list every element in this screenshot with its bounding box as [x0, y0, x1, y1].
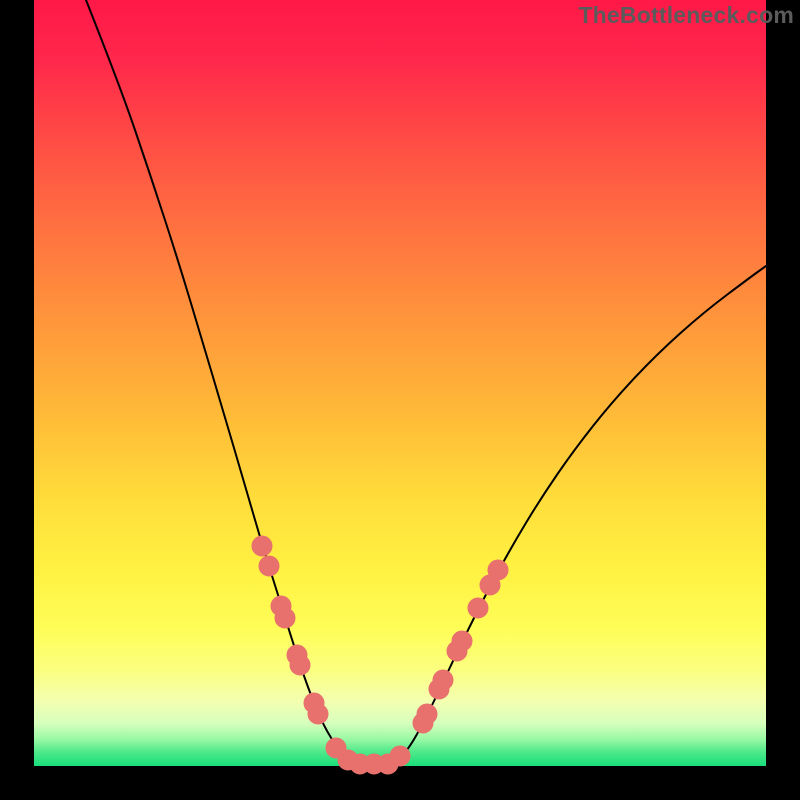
data-marker	[259, 556, 279, 576]
data-marker	[488, 560, 508, 580]
watermark-text: TheBottleneck.com	[578, 2, 794, 29]
border-left	[0, 0, 34, 800]
data-marker	[275, 608, 295, 628]
data-marker	[433, 670, 453, 690]
data-marker	[452, 631, 472, 651]
border-bottom	[0, 766, 800, 800]
data-marker	[417, 704, 437, 724]
data-marker	[252, 536, 272, 556]
border-right	[766, 0, 800, 800]
data-marker	[390, 746, 410, 766]
chart-container: TheBottleneck.com	[0, 0, 800, 800]
plot-background	[34, 0, 766, 766]
data-marker	[308, 704, 328, 724]
data-marker	[468, 598, 488, 618]
data-marker	[290, 655, 310, 675]
chart-svg	[0, 0, 800, 800]
